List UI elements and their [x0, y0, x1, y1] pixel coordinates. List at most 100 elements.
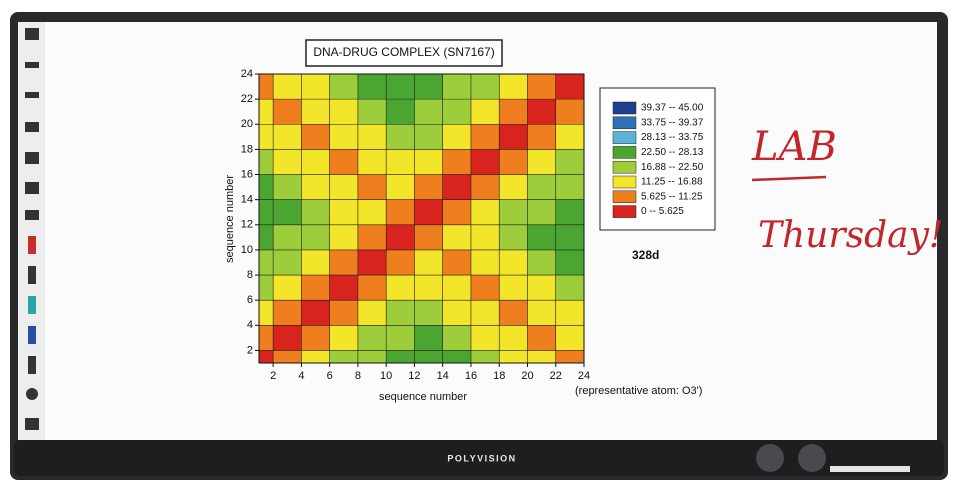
tool-icon[interactable] [25, 122, 39, 132]
y-tick-label: 6 [247, 294, 253, 306]
contour-cell [357, 325, 387, 351]
contour-cell [301, 275, 330, 301]
legend-label: 22.50 -- 28.13 [641, 147, 704, 158]
contour-cell [470, 99, 500, 125]
contour-cell [273, 99, 302, 125]
contour-cell [357, 174, 387, 200]
tool-icon[interactable] [25, 152, 39, 164]
contour-cell [470, 74, 500, 100]
tool-icon[interactable] [25, 28, 39, 40]
contour-cell [329, 249, 358, 276]
tool-icon[interactable] [25, 92, 39, 98]
contour-cell [527, 124, 556, 150]
toolbar [18, 22, 45, 440]
contour-cell [442, 325, 471, 351]
contour-cell [259, 74, 274, 100]
tool-icon[interactable] [28, 266, 36, 284]
contour-cell [555, 99, 584, 125]
contour-cell [357, 300, 387, 326]
y-tick-label: 14 [241, 194, 253, 206]
y-axis-label: sequence number [224, 175, 236, 263]
x-tick-label: 8 [355, 370, 361, 382]
contour-cell [329, 99, 358, 125]
tool-icon[interactable] [28, 296, 36, 314]
contour-cell [259, 124, 274, 150]
legend-swatch [612, 131, 637, 144]
contour-cell [301, 249, 330, 276]
tray-pens [830, 466, 910, 472]
handwriting-underline [751, 175, 827, 182]
note: (representative atom: O3') [575, 385, 702, 397]
tool-icon[interactable] [28, 326, 36, 344]
contour-cell [442, 224, 471, 250]
tray-button[interactable] [798, 444, 826, 472]
contour-cell [555, 275, 584, 301]
y-tick-label: 24 [241, 68, 253, 80]
contour-cell [386, 325, 415, 351]
tool-icon[interactable] [25, 210, 39, 220]
contour-cell [259, 249, 274, 276]
contour-cell [555, 249, 584, 276]
pen-tray [14, 440, 944, 476]
plot-border [258, 73, 585, 364]
legend-swatch [612, 160, 637, 174]
contour-cell [357, 199, 387, 225]
contour-cell [527, 275, 556, 301]
contour-cell [470, 325, 500, 351]
plot: 2 4 6 8 10 12 14 16 18 20 22 2424681012141618202224… [241, 68, 704, 382]
tool-icon[interactable] [25, 182, 39, 194]
contour-cell [442, 350, 471, 363]
contour-cell [499, 224, 528, 250]
contour-cell [301, 124, 330, 150]
contour-cell [442, 174, 471, 200]
tool-icon[interactable] [28, 356, 36, 374]
contour-cell [301, 149, 330, 175]
contour-cell [259, 199, 274, 225]
tool-icon[interactable] [25, 62, 39, 68]
x-tick-label: 12 [408, 370, 420, 382]
contour-cell [442, 199, 471, 225]
legend-label: 16.88 -- 22.50 [641, 162, 704, 173]
contour-cell [357, 249, 387, 276]
contour-cell [301, 300, 330, 326]
tool-icon[interactable] [28, 236, 36, 254]
contour-cell [259, 350, 274, 363]
contour-cell [301, 174, 330, 200]
x-tick-label: 6 [327, 370, 333, 382]
y-tick-label: 10 [241, 244, 253, 256]
tool-icon[interactable] [25, 418, 39, 430]
contour-cell [414, 350, 443, 363]
contour-cell [329, 224, 358, 250]
contour-cell [527, 249, 556, 276]
contour-cell [555, 174, 584, 200]
contour-cell [470, 275, 500, 301]
contour-cell [555, 325, 584, 351]
contour-cell [273, 124, 302, 150]
contour-cell [555, 74, 584, 100]
contour-cell [273, 300, 302, 326]
contour-cell [442, 300, 471, 326]
contour-cell [301, 199, 330, 225]
contour-cell [386, 224, 415, 250]
title-box [305, 39, 503, 67]
contour-cell [386, 199, 415, 225]
contour-cell [329, 149, 358, 175]
y-tick-label: 18 [241, 143, 253, 155]
contour-cell [555, 224, 584, 250]
tray-button[interactable] [756, 444, 784, 472]
contour-cell [386, 174, 415, 200]
contour-cell [301, 350, 330, 363]
contour-cell [357, 350, 387, 363]
contour-cell [470, 350, 500, 363]
contour-cell [329, 124, 358, 150]
contour-cell [499, 199, 528, 225]
contour-cell [527, 149, 556, 175]
contour-cell [301, 224, 330, 250]
contour-cell [301, 99, 330, 125]
contour-cell [499, 325, 528, 351]
handwriting: Thursday! [758, 215, 943, 256]
tool-icon[interactable] [26, 388, 38, 400]
contour-cell [499, 124, 528, 150]
x-tick-label: 4 [298, 370, 304, 382]
